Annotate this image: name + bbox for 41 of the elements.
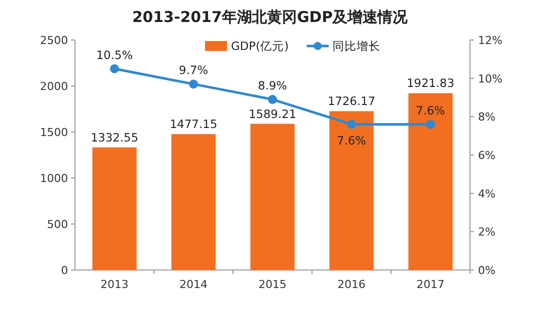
- bar: [408, 93, 453, 270]
- point: [426, 120, 435, 129]
- y2-tick-label: 2%: [478, 226, 496, 239]
- y-tick-label: 1500: [40, 126, 68, 139]
- y2-tick-label: 6%: [478, 149, 496, 162]
- data-label: 9.7%: [178, 63, 208, 78]
- x-tick-label: 2014: [180, 278, 208, 291]
- point: [268, 94, 277, 104]
- data-label: 7.6%: [416, 103, 446, 118]
- bar: [250, 124, 295, 270]
- y2-tick-label: 12%: [478, 34, 502, 47]
- x-tick-label: 2013: [100, 278, 128, 291]
- y-tick-label: 0: [61, 264, 68, 277]
- bar: [171, 134, 216, 270]
- y-tick-label: 1000: [40, 172, 68, 185]
- point: [189, 80, 198, 89]
- chart-title: 2013-2017年湖北黄冈GDP及增速情况: [132, 8, 409, 26]
- legend-label: 同比增长: [332, 39, 381, 53]
- legend-label: GDP(亿元): [231, 39, 289, 53]
- data-label: 7.6%: [336, 133, 366, 148]
- point: [347, 120, 356, 129]
- y2-tick-label: 8%: [478, 110, 496, 124]
- x-tick-label: 2015: [258, 278, 286, 291]
- bar: [329, 111, 374, 270]
- y-tick-label: 2500: [40, 34, 68, 47]
- data-label: 1332.55: [90, 130, 138, 144]
- data-label: 8.9%: [258, 78, 288, 92]
- data-label: 1589.21: [248, 106, 296, 121]
- point: [110, 64, 119, 74]
- bar: [92, 147, 137, 270]
- y-tick-label: 2000: [40, 80, 68, 93]
- data-label: 10.5%: [96, 48, 133, 62]
- y2-tick-label: 4%: [478, 187, 496, 200]
- x-tick-label: 2016: [338, 278, 366, 291]
- data-label: 1477.15: [170, 117, 218, 132]
- data-label: 1921.83: [406, 76, 454, 90]
- y2-tick-label: 0%: [478, 264, 496, 277]
- data-label: 1726.17: [328, 94, 376, 108]
- y-tick-label: 500: [47, 218, 68, 231]
- y2-tick-label: 10%: [478, 72, 502, 86]
- x-tick-label: 2017: [416, 278, 444, 291]
